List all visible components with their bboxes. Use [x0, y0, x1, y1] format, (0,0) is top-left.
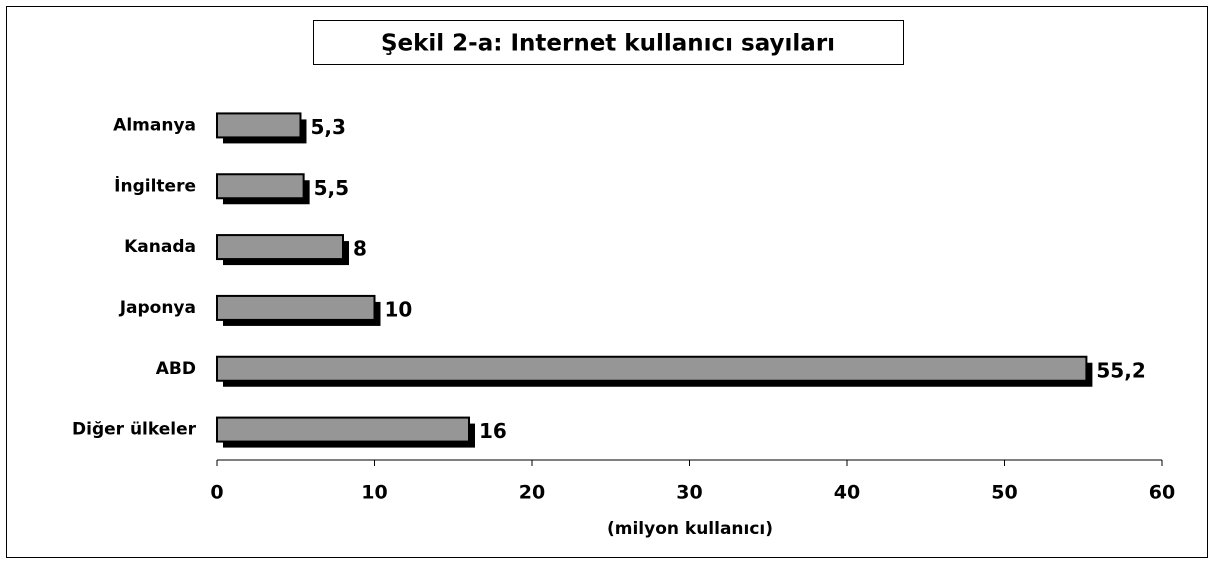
x-axis-title: (milyon kullanıcı): [607, 519, 773, 539]
title-box: [313, 20, 904, 65]
chart-border: [6, 6, 1208, 558]
bar: [216, 294, 376, 321]
data-label: 10: [385, 297, 413, 321]
bar: [216, 234, 344, 261]
y-tick-label: Almanya: [113, 115, 196, 135]
x-tick-label: 10: [361, 482, 387, 504]
data-label: 5,5: [314, 176, 349, 200]
x-tick-label: 20: [519, 482, 545, 504]
bar: [216, 355, 1088, 382]
data-label: 8: [353, 237, 367, 261]
x-tick-label: 50: [991, 482, 1017, 504]
x-tick-label: 60: [1149, 482, 1175, 504]
data-label: 5,3: [310, 115, 345, 139]
data-label: 16: [479, 419, 507, 443]
x-tick-label: 0: [210, 482, 223, 504]
y-tick-label: Japonya: [119, 298, 196, 318]
x-tick-label: 30: [676, 482, 702, 504]
data-label: 55,2: [1096, 358, 1145, 382]
y-tick-label: ABD: [156, 359, 196, 379]
y-tick-label: Kanada: [124, 237, 196, 257]
bar: [216, 112, 302, 139]
bar: [216, 416, 470, 443]
chart-title: Şekil 2-a: Internet kullanıcı sayıları: [381, 31, 835, 57]
bar: [216, 173, 305, 200]
y-tick-label: İngiltere: [114, 174, 196, 196]
x-tick-label: 40: [834, 482, 860, 504]
y-tick-label: Diğer ülkeler: [72, 420, 197, 440]
